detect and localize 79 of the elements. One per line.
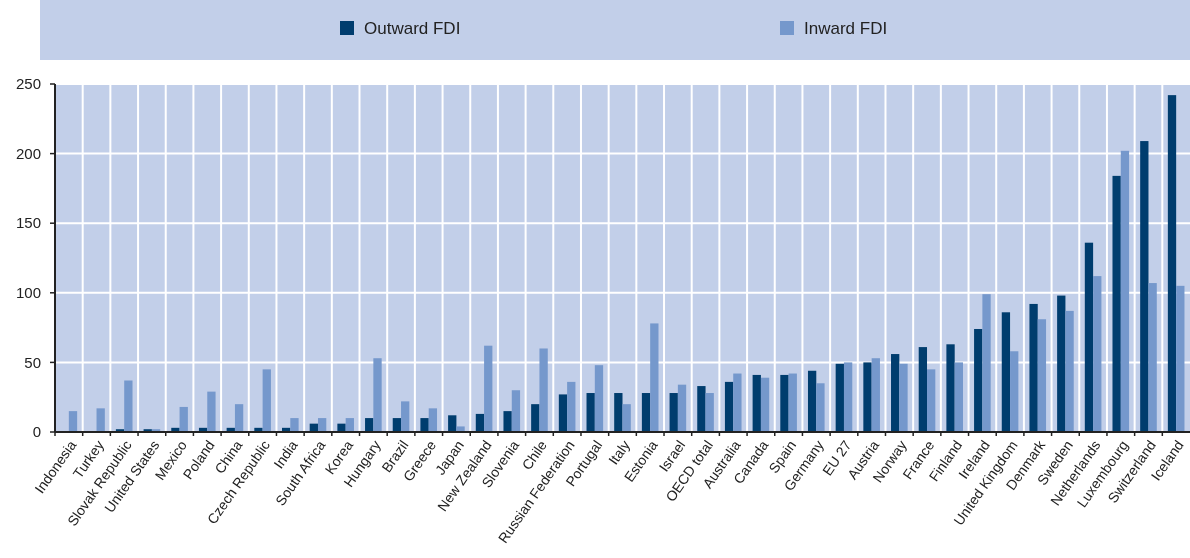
- bar: [918, 347, 928, 432]
- bar: [724, 381, 734, 432]
- y-tick-label: 100: [15, 284, 41, 302]
- bar: [317, 418, 327, 432]
- bar: [420, 418, 429, 432]
- bar: [124, 380, 133, 432]
- bar: [1148, 283, 1157, 432]
- bar: [511, 390, 521, 432]
- bar: [614, 393, 623, 432]
- bar: [780, 374, 789, 432]
- bar: [1120, 150, 1130, 432]
- bar: [1029, 303, 1038, 432]
- bar: [456, 426, 465, 432]
- bar: [650, 323, 659, 432]
- bar: [974, 328, 983, 432]
- bar: [1093, 276, 1102, 432]
- bar: [677, 384, 687, 432]
- bar: [697, 386, 706, 432]
- bar: [1010, 351, 1019, 432]
- legend-label: Inward FDI: [804, 19, 888, 38]
- bar: [234, 404, 244, 432]
- y-tick-label: 150: [15, 214, 41, 232]
- bar: [954, 362, 963, 432]
- bar: [705, 393, 714, 432]
- bar: [503, 411, 512, 432]
- bar: [207, 391, 216, 432]
- bar: [1065, 310, 1074, 432]
- bar: [448, 415, 457, 432]
- bar: [428, 408, 438, 432]
- bar: [1057, 295, 1066, 432]
- bar: [760, 377, 770, 432]
- bar: [337, 423, 346, 432]
- bar: [1140, 141, 1149, 432]
- legend-label: Outward FDI: [364, 19, 461, 38]
- bar: [752, 374, 761, 432]
- bar: [1167, 95, 1177, 432]
- bar: [733, 373, 742, 432]
- bar: [669, 393, 678, 432]
- y-tick-label: 200: [15, 144, 41, 162]
- bar: [863, 362, 872, 432]
- bar: [1037, 319, 1047, 432]
- y-tick-label: 50: [24, 353, 41, 371]
- bar: [1001, 312, 1011, 432]
- bar: [179, 406, 188, 432]
- bar: [1112, 175, 1121, 432]
- bar: [558, 394, 568, 432]
- bar: [641, 393, 651, 432]
- bar: [290, 418, 299, 432]
- bar: [807, 370, 817, 432]
- bar: [1176, 285, 1185, 432]
- bar: [871, 358, 880, 432]
- bar: [594, 365, 604, 432]
- bar: [484, 345, 493, 432]
- bar: [475, 413, 485, 432]
- bar: [1084, 242, 1094, 432]
- bar: [891, 354, 900, 432]
- bar: [539, 348, 548, 432]
- y-tick-label: 250: [15, 75, 41, 93]
- bar: [392, 418, 402, 432]
- bar: [816, 383, 825, 432]
- bar: [899, 363, 908, 432]
- bar: [68, 411, 78, 432]
- bar: [365, 418, 374, 432]
- y-tick-label: 0: [32, 423, 41, 441]
- bar: [982, 294, 991, 432]
- bar: [567, 381, 576, 432]
- bar: [835, 363, 844, 432]
- bar: [788, 373, 797, 432]
- bar: [586, 393, 595, 432]
- bar: [345, 418, 354, 432]
- bar: [946, 344, 955, 432]
- bar: [262, 369, 271, 432]
- bar: [401, 401, 410, 432]
- bar: [843, 362, 853, 432]
- bar: [927, 369, 936, 432]
- bar: [622, 404, 631, 432]
- bar: [531, 404, 540, 432]
- bar: [96, 408, 105, 432]
- bar: [373, 358, 382, 432]
